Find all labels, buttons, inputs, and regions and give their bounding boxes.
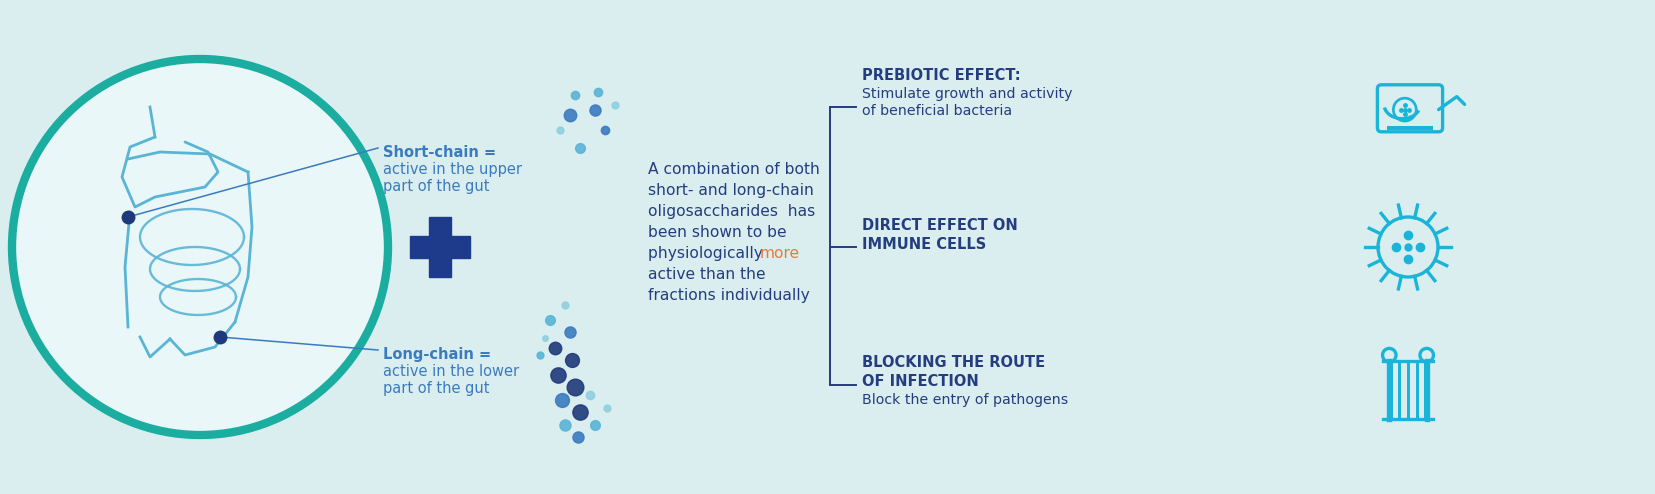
Text: physiologically: physiologically <box>649 246 768 261</box>
Text: BLOCKING THE ROUTE: BLOCKING THE ROUTE <box>862 355 1044 370</box>
Bar <box>410 236 470 258</box>
Text: DIRECT EFFECT ON: DIRECT EFFECT ON <box>862 218 1018 233</box>
Text: PREBIOTIC EFFECT:: PREBIOTIC EFFECT: <box>862 68 1021 83</box>
Text: Stimulate growth and activity: Stimulate growth and activity <box>862 87 1072 101</box>
Text: fractions individually: fractions individually <box>649 288 809 303</box>
Text: active in the lower: active in the lower <box>382 364 520 379</box>
Text: been shown to be: been shown to be <box>649 225 786 240</box>
Text: Short-chain =: Short-chain = <box>382 145 496 160</box>
Text: part of the gut: part of the gut <box>382 179 490 194</box>
Text: part of the gut: part of the gut <box>382 381 490 396</box>
Text: active than the: active than the <box>649 267 766 282</box>
Text: short- and long-chain: short- and long-chain <box>649 183 814 198</box>
Text: Long-chain =: Long-chain = <box>382 347 492 362</box>
Text: A combination of both: A combination of both <box>649 162 819 177</box>
Text: IMMUNE CELLS: IMMUNE CELLS <box>862 237 986 252</box>
Text: OF INFECTION: OF INFECTION <box>862 374 978 389</box>
Text: Block the entry of pathogens: Block the entry of pathogens <box>862 393 1067 407</box>
Text: oligosaccharides  has: oligosaccharides has <box>649 204 816 219</box>
Bar <box>429 217 452 277</box>
Text: active in the upper: active in the upper <box>382 162 521 177</box>
Text: more: more <box>760 246 799 261</box>
Circle shape <box>12 59 387 435</box>
Text: of beneficial bacteria: of beneficial bacteria <box>862 104 1013 118</box>
